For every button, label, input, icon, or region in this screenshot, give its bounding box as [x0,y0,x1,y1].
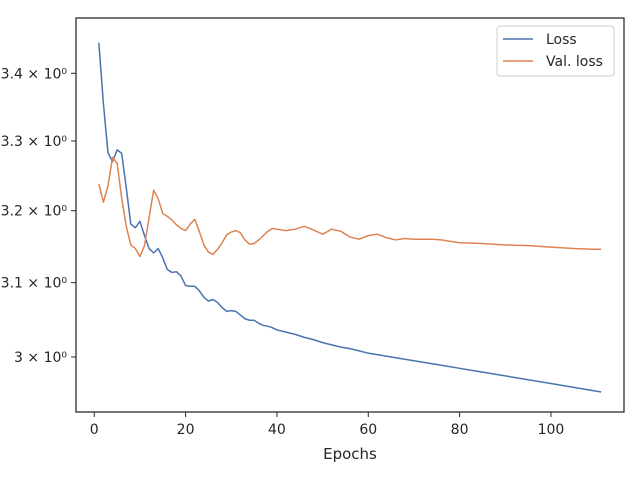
y-tick-label: 3.4 × 10⁰ [1,66,68,82]
y-axis-ticks: 3 × 10⁰ 3.1 × 10⁰ 3.2 × 10⁰ 3.3 × 10⁰ 3.4 × … [1,66,76,366]
y-tick-label: 3.2 × 10⁰ [1,204,68,220]
x-tick-label: 80 [451,422,469,438]
legend-label: Val. loss [546,54,603,70]
legend: Loss Val. loss [496,25,615,77]
x-tick-label: 100 [538,422,565,438]
x-tick-label: 60 [359,422,377,438]
x-axis-ticks: 0 20 40 60 80 100 [90,412,564,438]
y-tick-label: 3.1 × 10⁰ [1,276,68,292]
series-line-1 [98,42,602,393]
x-tick-label: 0 [90,422,99,438]
y-tick-label: 3 × 10⁰ [14,350,67,366]
y-tick-label: 3.3 × 10⁰ [1,134,68,150]
series-layer [98,42,602,393]
plot-frame [75,17,625,413]
series-line-2 [98,156,602,258]
x-tick-label: 20 [177,422,195,438]
x-axis-label: Epochs [323,445,377,463]
x-tick-label: 40 [268,422,286,438]
legend-label: Loss [546,32,577,48]
